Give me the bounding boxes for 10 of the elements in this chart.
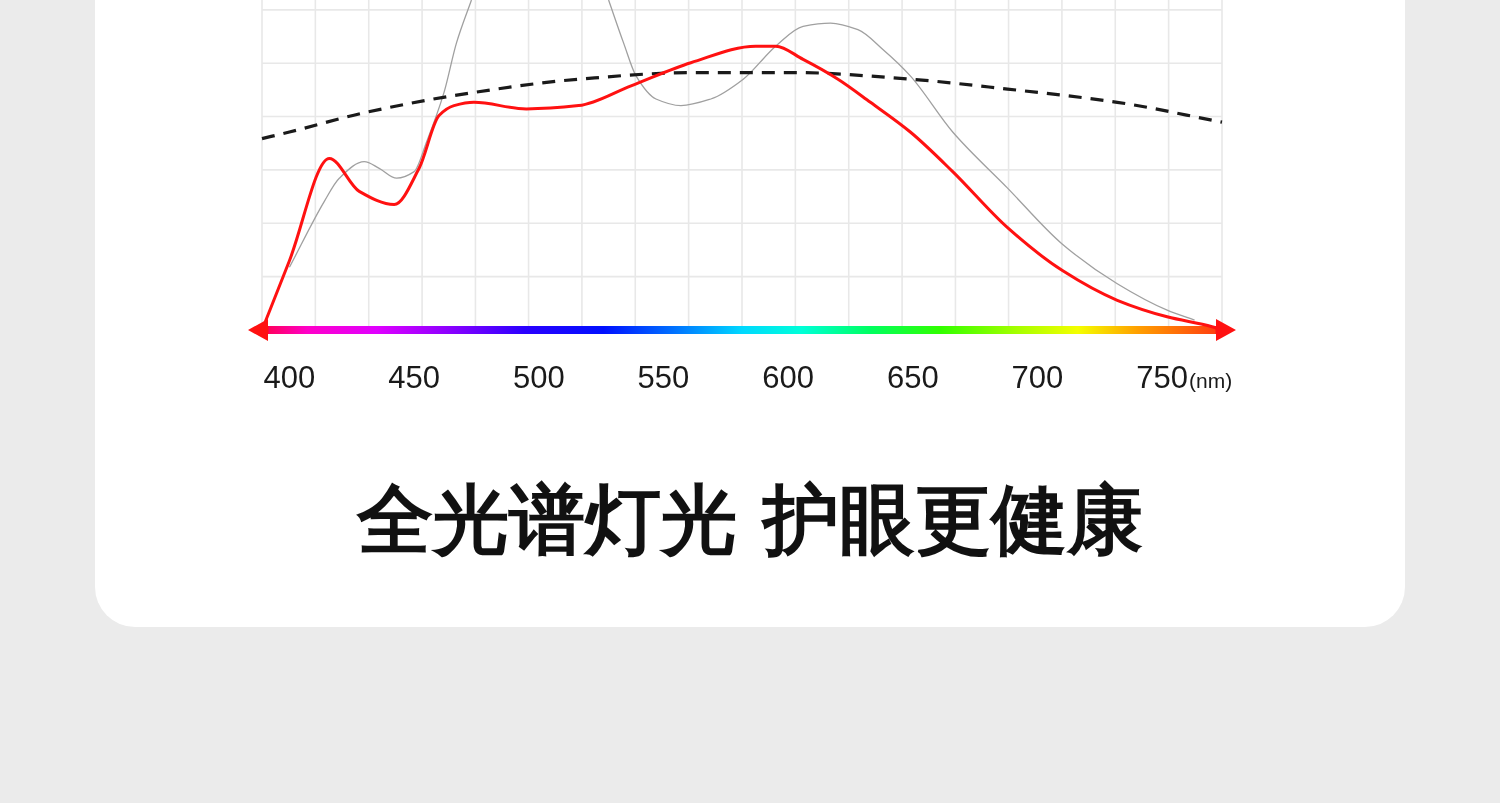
title: 全光谱灯光 护眼更健康: [356, 475, 1144, 564]
x-tick-label: 600: [762, 360, 814, 395]
x-tick-label: 650: [886, 360, 939, 395]
x-axis-title: (nm): [1189, 369, 1233, 392]
x-tick-label: 700: [1011, 360, 1064, 395]
x-tick-label: 750: [1136, 360, 1188, 395]
x-tick-label: 400: [263, 360, 316, 395]
x-tick-label: 450: [388, 360, 440, 395]
x-tick-label: 500: [512, 360, 565, 395]
x-tick-label: 550: [637, 360, 690, 395]
